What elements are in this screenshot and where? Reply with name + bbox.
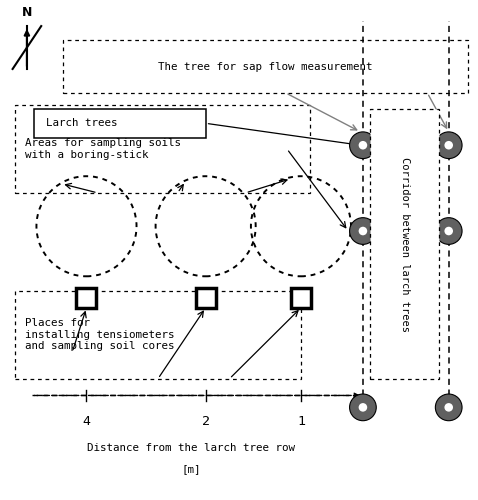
Text: Places for
installing tensiometers
and sampling soil cores: Places for installing tensiometers and s…: [24, 318, 174, 352]
Text: Larch trees: Larch trees: [46, 118, 118, 128]
Circle shape: [435, 218, 462, 244]
Bar: [196, 288, 216, 308]
Circle shape: [358, 403, 367, 411]
Bar: [291, 288, 311, 308]
Text: 1: 1: [297, 415, 305, 428]
Circle shape: [445, 226, 453, 235]
Text: 2: 2: [202, 415, 210, 428]
Circle shape: [445, 141, 453, 150]
Text: The tree for sap flow measurement: The tree for sap flow measurement: [158, 62, 372, 72]
Bar: [76, 288, 97, 308]
FancyBboxPatch shape: [370, 110, 439, 379]
Text: Corridor between larch trees: Corridor between larch trees: [400, 156, 410, 332]
FancyBboxPatch shape: [34, 108, 206, 138]
Text: Areas for sampling soils
with a boring-stick: Areas for sampling soils with a boring-s…: [24, 138, 181, 160]
Text: N: N: [22, 6, 32, 19]
Text: 4: 4: [83, 415, 90, 428]
Text: [m]: [m]: [182, 464, 201, 474]
Circle shape: [349, 218, 376, 244]
Circle shape: [358, 141, 367, 150]
Text: Distance from the larch tree row: Distance from the larch tree row: [87, 443, 295, 453]
Circle shape: [435, 394, 462, 420]
Circle shape: [349, 132, 376, 158]
Circle shape: [445, 403, 453, 411]
Circle shape: [358, 226, 367, 235]
Circle shape: [349, 394, 376, 420]
Circle shape: [435, 132, 462, 158]
